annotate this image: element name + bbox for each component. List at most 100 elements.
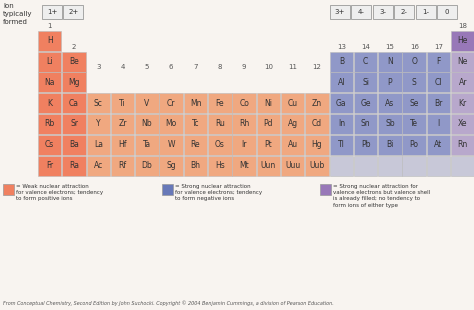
FancyBboxPatch shape: [451, 51, 474, 72]
Text: Mn: Mn: [190, 99, 201, 108]
Text: As: As: [385, 99, 394, 108]
Text: Si: Si: [362, 78, 369, 87]
Text: Tc: Tc: [192, 119, 199, 129]
FancyBboxPatch shape: [378, 73, 401, 92]
Text: 1+: 1+: [47, 9, 57, 15]
FancyBboxPatch shape: [354, 73, 377, 92]
FancyBboxPatch shape: [184, 93, 207, 113]
FancyBboxPatch shape: [402, 93, 426, 113]
Text: 0: 0: [445, 9, 449, 15]
Text: 12: 12: [313, 64, 321, 70]
Text: Ga: Ga: [336, 99, 346, 108]
FancyBboxPatch shape: [354, 135, 377, 155]
FancyBboxPatch shape: [281, 114, 304, 134]
Text: 1: 1: [47, 23, 52, 29]
FancyBboxPatch shape: [232, 135, 256, 155]
Text: Uun: Uun: [261, 161, 276, 170]
Text: 8: 8: [218, 64, 222, 70]
FancyBboxPatch shape: [111, 156, 135, 175]
Text: He: He: [458, 36, 468, 45]
FancyBboxPatch shape: [111, 135, 135, 155]
Text: Ra: Ra: [69, 161, 79, 170]
FancyBboxPatch shape: [320, 184, 331, 195]
Text: H: H: [47, 36, 53, 45]
Text: 4: 4: [120, 64, 125, 70]
Text: Sr: Sr: [70, 119, 78, 129]
FancyBboxPatch shape: [87, 156, 110, 175]
Text: Be: Be: [69, 57, 79, 66]
Text: Mg: Mg: [68, 78, 80, 87]
Text: Br: Br: [434, 99, 443, 108]
Text: 5: 5: [145, 64, 149, 70]
FancyBboxPatch shape: [184, 135, 207, 155]
FancyBboxPatch shape: [378, 51, 401, 72]
Text: Ti: Ti: [119, 99, 126, 108]
Text: 18: 18: [458, 23, 467, 29]
FancyBboxPatch shape: [416, 5, 436, 19]
FancyBboxPatch shape: [135, 135, 159, 155]
Text: W: W: [167, 140, 175, 149]
Text: P: P: [388, 78, 392, 87]
FancyBboxPatch shape: [373, 5, 392, 19]
FancyBboxPatch shape: [184, 114, 207, 134]
Text: 10: 10: [264, 64, 273, 70]
FancyBboxPatch shape: [329, 73, 353, 92]
Text: Pb: Pb: [361, 140, 370, 149]
Text: B: B: [339, 57, 344, 66]
Text: Tl: Tl: [338, 140, 345, 149]
FancyBboxPatch shape: [257, 93, 280, 113]
Text: 1-: 1-: [422, 9, 429, 15]
FancyBboxPatch shape: [87, 93, 110, 113]
FancyBboxPatch shape: [281, 156, 304, 175]
FancyBboxPatch shape: [3, 184, 14, 195]
FancyBboxPatch shape: [402, 51, 426, 72]
FancyBboxPatch shape: [257, 135, 280, 155]
FancyBboxPatch shape: [62, 93, 86, 113]
FancyBboxPatch shape: [305, 135, 329, 155]
FancyBboxPatch shape: [38, 51, 62, 72]
Text: = Strong nuclear attraction
for valence electrons; tendency
to form negative ion: = Strong nuclear attraction for valence …: [175, 184, 262, 202]
Text: K: K: [47, 99, 52, 108]
FancyBboxPatch shape: [402, 135, 426, 155]
Text: Pt: Pt: [264, 140, 273, 149]
Text: Pd: Pd: [264, 119, 273, 129]
Text: Ni: Ni: [264, 99, 273, 108]
Text: Db: Db: [142, 161, 152, 170]
FancyBboxPatch shape: [159, 93, 183, 113]
Text: Ne: Ne: [458, 57, 468, 66]
FancyBboxPatch shape: [232, 114, 256, 134]
Text: Cl: Cl: [435, 78, 442, 87]
FancyBboxPatch shape: [135, 93, 159, 113]
Text: Ac: Ac: [94, 161, 103, 170]
FancyBboxPatch shape: [354, 156, 377, 175]
FancyBboxPatch shape: [232, 156, 256, 175]
FancyBboxPatch shape: [87, 114, 110, 134]
Text: Ag: Ag: [288, 119, 298, 129]
FancyBboxPatch shape: [329, 5, 350, 19]
FancyBboxPatch shape: [451, 114, 474, 134]
Text: O: O: [411, 57, 417, 66]
FancyBboxPatch shape: [62, 51, 86, 72]
FancyBboxPatch shape: [378, 135, 401, 155]
Text: N: N: [387, 57, 393, 66]
Text: F: F: [437, 57, 441, 66]
FancyBboxPatch shape: [159, 156, 183, 175]
FancyBboxPatch shape: [42, 5, 62, 19]
FancyBboxPatch shape: [354, 51, 377, 72]
FancyBboxPatch shape: [354, 114, 377, 134]
Text: Se: Se: [410, 99, 419, 108]
FancyBboxPatch shape: [427, 156, 450, 175]
Text: 7: 7: [193, 64, 198, 70]
FancyBboxPatch shape: [402, 114, 426, 134]
FancyBboxPatch shape: [427, 51, 450, 72]
FancyBboxPatch shape: [451, 31, 474, 51]
Text: Po: Po: [410, 140, 419, 149]
FancyBboxPatch shape: [281, 135, 304, 155]
Text: Au: Au: [288, 140, 298, 149]
Text: 16: 16: [410, 44, 419, 50]
Text: Fr: Fr: [46, 161, 53, 170]
FancyBboxPatch shape: [427, 73, 450, 92]
FancyBboxPatch shape: [378, 114, 401, 134]
Text: Ru: Ru: [215, 119, 225, 129]
Text: Os: Os: [215, 140, 225, 149]
